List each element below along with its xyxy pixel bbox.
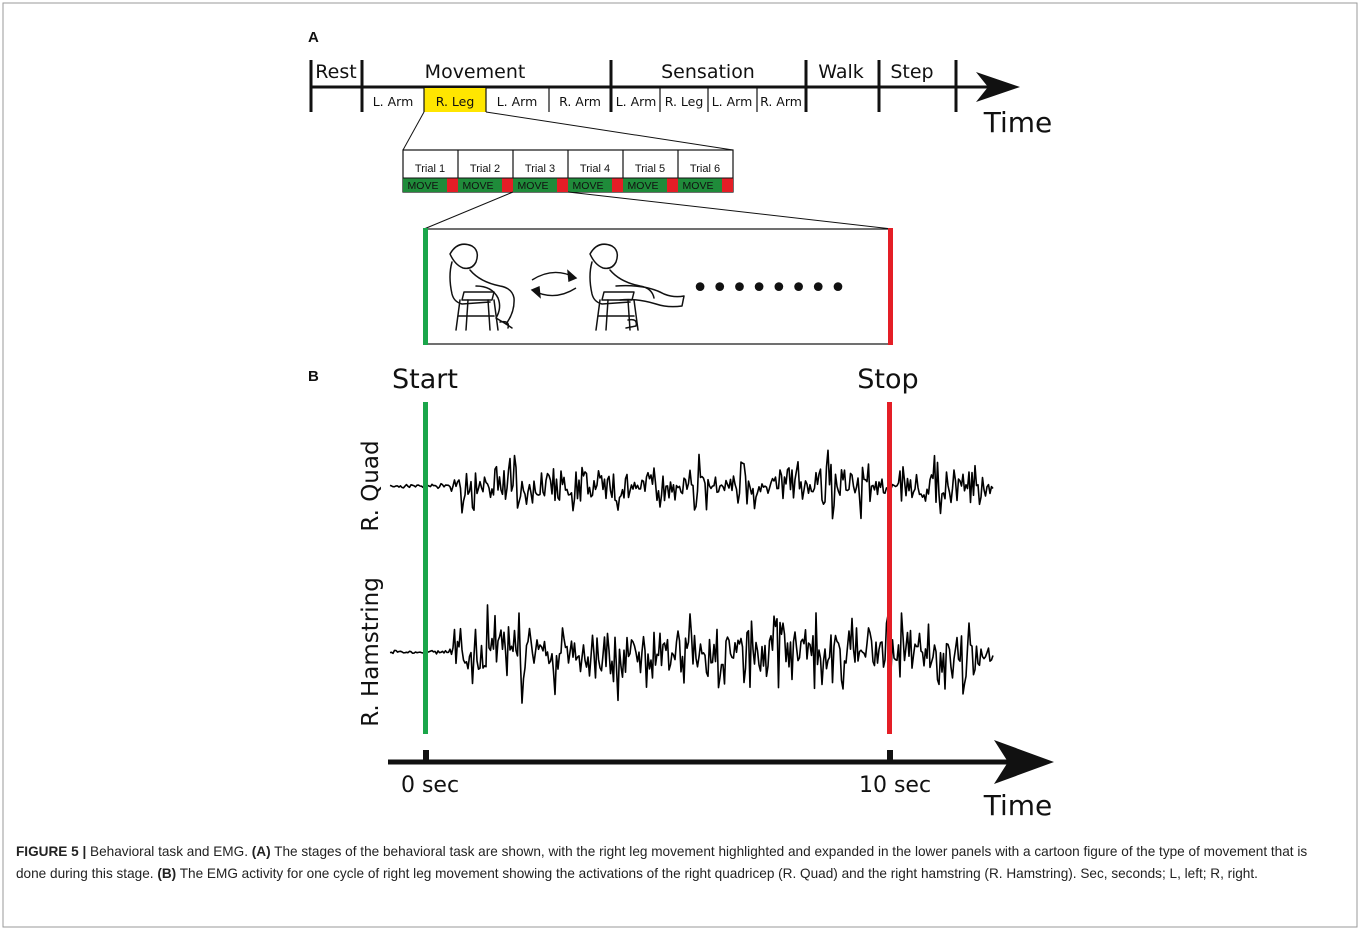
figure-caption: FIGURE 5 | Behavioral task and EMG. (A) …: [16, 841, 1334, 885]
emg-time-arrowhead: [994, 740, 1054, 784]
trial-move-segment: [513, 178, 557, 192]
timeline-arrowhead: [976, 72, 1020, 102]
stage-label-movement: Movement: [425, 61, 526, 83]
move-label: MOVE: [518, 180, 549, 192]
highlight-box-r-leg: [424, 88, 486, 112]
emg-trace-r-quad: [389, 449, 994, 520]
trial-label: Trial 4: [580, 163, 610, 175]
emg-tick-label-0: 0 sec: [401, 773, 459, 798]
trial-label: Trial 3: [525, 163, 555, 175]
stage-label-walk: Walk: [818, 61, 864, 83]
trial-3-segments: [513, 178, 568, 192]
zoom-lines-trials: [402, 111, 734, 151]
trial-4-segments: [568, 178, 623, 192]
stage-label-sensation: Sensation: [661, 61, 755, 83]
substage-label: L. Arm: [616, 94, 657, 109]
trial-stop-segment: [667, 178, 678, 192]
move-label: MOVE: [628, 180, 659, 192]
trials-bar: Trial 1 Trial 2 Trial 3 Trial 4 Trial 5 …: [402, 149, 734, 193]
caption-b-text: The EMG activity for one cycle of right …: [176, 866, 1258, 881]
move-label: MOVE: [573, 180, 604, 192]
caption-b-label: (B): [157, 866, 177, 881]
trial-6-segments: [678, 178, 733, 192]
panel-label-a: A: [308, 29, 319, 46]
caption-title: Behavioral task and EMG.: [86, 844, 252, 859]
move-label: MOVE: [683, 180, 714, 192]
stage-label-step: Step: [890, 61, 933, 83]
trial-stop-segment: [557, 178, 568, 192]
timeline-time-label: Time: [983, 106, 1053, 139]
emg-time-label: Time: [983, 789, 1053, 822]
substage-label: L. Arm: [497, 94, 538, 109]
start-label: Start: [392, 364, 458, 395]
trial-2-segments: [458, 178, 513, 192]
trial-stop-segment: [502, 178, 513, 192]
trial-stop-segment: [447, 178, 458, 192]
substage-label: R. Arm: [760, 94, 802, 109]
substage-ticks: [423, 88, 758, 112]
trial-stop-segment: [612, 178, 623, 192]
trial-move-segment: [568, 178, 612, 192]
trace-label-r-hamstring: R. Hamstring: [358, 577, 384, 727]
trial-move-segment: [458, 178, 502, 192]
trial-label: Trial 6: [690, 163, 720, 175]
substage-label: L. Arm: [373, 94, 414, 109]
substage-label: R. Leg: [665, 94, 704, 109]
substage-label: L. Arm: [712, 94, 753, 109]
trial-move-segment: [403, 178, 447, 192]
emg-stop-line: [887, 402, 892, 734]
trial-label: Trial 2: [470, 163, 500, 175]
emg-tick-0: [423, 750, 429, 764]
trial-stop-segment: [722, 178, 733, 192]
move-label: MOVE: [463, 180, 494, 192]
emg-tick-label-10: 10 sec: [859, 773, 931, 798]
continuation-dots: ••••••••: [691, 271, 849, 306]
trial-5-segments: [623, 178, 678, 192]
substage-label-highlighted: R. Leg: [436, 94, 475, 109]
trial-move-segment: [623, 178, 667, 192]
zoom-lines-cartoon: [423, 191, 893, 230]
trial-label: Trial 5: [635, 163, 665, 175]
cartoon-start-bar: [423, 228, 428, 345]
emg-trace-r-hamstring: [389, 604, 994, 704]
move-label: MOVE: [408, 180, 439, 192]
trace-label-r-quad: R. Quad: [358, 440, 384, 531]
caption-a-text: The stages of the behavioral task are sh…: [16, 844, 1308, 881]
caption-a-label: (A): [251, 844, 271, 859]
trial-label: Trial 1: [415, 163, 445, 175]
emg-start-line: [423, 402, 428, 734]
trial-1-segments: [403, 178, 458, 192]
caption-figure-label: FIGURE 5 |: [16, 844, 87, 859]
cycle-arrows-icon: [530, 269, 578, 299]
cartoon-stop-bar: [888, 228, 893, 345]
seated-figure-extended-icon: [589, 243, 685, 331]
stage-label-rest: Rest: [315, 61, 356, 83]
stop-label: Stop: [857, 364, 918, 395]
emg-tick-10: [887, 750, 893, 764]
trial-move-segment: [678, 178, 722, 192]
timeline-stage-ticks: [309, 60, 958, 112]
panel-label-b: B: [308, 368, 319, 385]
substage-label: R. Arm: [559, 94, 601, 109]
seated-figure-bent-icon: [449, 243, 515, 331]
